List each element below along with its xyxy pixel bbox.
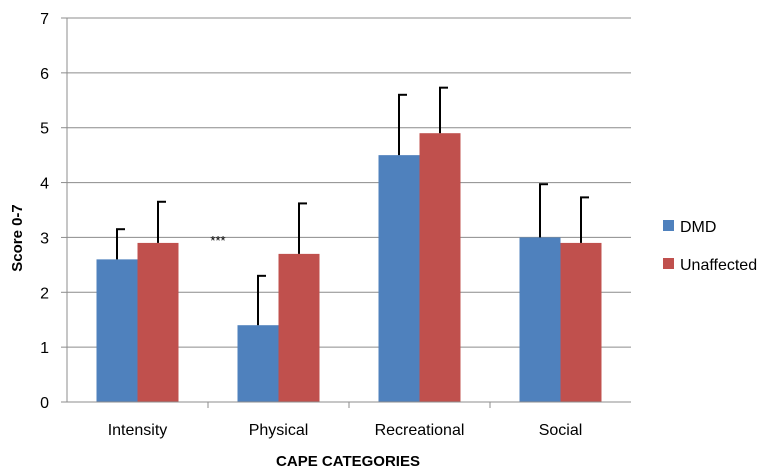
legend-swatch xyxy=(663,220,674,231)
y-tick-label: 4 xyxy=(40,176,49,193)
bar-dmd-intensity xyxy=(96,259,138,402)
bars xyxy=(96,133,602,402)
error-bars xyxy=(116,86,589,326)
x-tick-label: Intensity xyxy=(108,422,168,439)
bar-dmd-social xyxy=(519,237,561,402)
x-tick-label: Recreational xyxy=(375,422,465,439)
significance-annotation: *** xyxy=(210,233,225,248)
legend-swatch xyxy=(663,258,674,269)
y-tick-label: 5 xyxy=(40,121,49,138)
legend: DMD Unaffected xyxy=(663,219,757,274)
y-axis-title: Score 0-7 xyxy=(9,204,26,272)
y-tick-label: 6 xyxy=(40,66,49,83)
y-tick-label: 2 xyxy=(40,285,49,302)
bar-dmd-recreational xyxy=(378,155,420,402)
bar-dmd-physical xyxy=(237,325,279,402)
bar-unaffected-physical xyxy=(278,253,320,402)
y-tick-labels: 0 1 2 3 4 5 6 7 xyxy=(40,11,67,412)
legend-label: DMD xyxy=(680,219,716,236)
y-tick-label: 1 xyxy=(40,340,49,357)
y-tick-label: 0 xyxy=(40,395,49,412)
x-tick-label: Social xyxy=(539,422,583,439)
x-tick-labels: Intensity Physical Recreational Social xyxy=(108,402,583,439)
y-tick-label: 3 xyxy=(40,230,49,247)
legend-label: Unaffected xyxy=(680,257,757,274)
x-tick-label: Physical xyxy=(249,422,309,439)
bar-unaffected-recreational xyxy=(419,133,461,402)
bar-unaffected-social xyxy=(560,242,602,402)
x-axis-title: CAPE CATEGORIES xyxy=(276,453,420,470)
annotations: *** xyxy=(210,233,225,248)
bar-unaffected-intensity xyxy=(137,242,179,402)
y-tick-label: 7 xyxy=(40,11,49,28)
